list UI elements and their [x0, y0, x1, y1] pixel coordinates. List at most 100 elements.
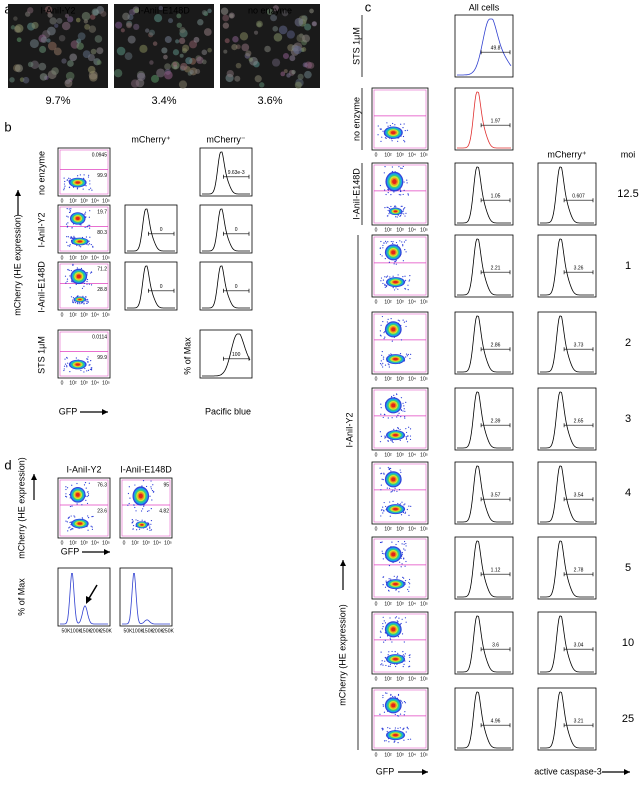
dot	[404, 549, 406, 551]
dot	[73, 237, 75, 239]
dot	[68, 177, 70, 179]
dot	[72, 301, 74, 303]
dot	[404, 617, 407, 619]
dot	[87, 358, 89, 360]
dot	[384, 276, 386, 278]
dot	[390, 353, 392, 355]
dot	[397, 319, 399, 321]
dot	[401, 205, 403, 207]
gate-value: 3.26	[574, 266, 584, 272]
axis-tick: 10²	[69, 380, 77, 386]
dot	[385, 242, 387, 244]
dot	[393, 191, 395, 193]
dot	[391, 340, 393, 342]
density-blob	[393, 210, 398, 213]
dot	[390, 240, 392, 243]
column-header: mCherry⁻	[206, 134, 246, 144]
dot	[65, 282, 67, 284]
dot	[66, 215, 68, 217]
dot	[397, 274, 399, 276]
cell	[96, 47, 104, 55]
cell	[286, 30, 295, 39]
dot	[394, 487, 396, 489]
dot	[384, 189, 386, 191]
dot	[390, 491, 392, 493]
axis-tick: 0	[61, 312, 64, 318]
dot	[401, 241, 403, 243]
histogram	[537, 234, 597, 298]
dot	[67, 245, 69, 247]
dot	[383, 711, 386, 713]
dot	[381, 550, 383, 552]
dot	[76, 503, 78, 505]
dot	[149, 527, 151, 529]
cell	[176, 13, 182, 19]
cell	[189, 40, 198, 49]
histogram	[454, 536, 514, 600]
dot	[407, 588, 409, 591]
row-label: STS 1μM	[36, 336, 46, 374]
cell	[40, 36, 48, 43]
dot	[392, 241, 394, 243]
dot	[403, 181, 405, 183]
dot	[146, 510, 149, 512]
histogram	[537, 162, 597, 226]
dot	[68, 527, 70, 529]
dot	[382, 362, 384, 365]
dot	[399, 727, 401, 729]
gate-value: 80.3	[97, 230, 107, 236]
image-caption: I-AniI-Y2	[40, 5, 75, 15]
dot	[382, 247, 384, 249]
dot	[84, 213, 86, 215]
dot	[128, 486, 130, 488]
dot	[393, 394, 395, 396]
cell	[113, 69, 123, 78]
dot	[386, 692, 388, 694]
dot	[397, 288, 399, 290]
gate	[373, 313, 427, 373]
cell	[56, 17, 63, 24]
dot	[88, 482, 90, 484]
dot	[85, 499, 87, 501]
dot	[90, 360, 92, 362]
cell	[75, 17, 81, 23]
dot	[381, 255, 383, 257]
density-blob	[75, 492, 80, 497]
dot	[391, 439, 393, 441]
histogram-curve	[202, 265, 250, 309]
dot	[408, 660, 411, 662]
dot	[386, 730, 388, 733]
histogram	[454, 611, 514, 675]
dot	[383, 740, 386, 742]
cell	[115, 21, 123, 29]
cell	[180, 62, 188, 71]
dot	[88, 189, 90, 191]
dot	[406, 508, 408, 511]
dot	[407, 193, 409, 195]
dot	[402, 511, 405, 514]
histogram	[454, 387, 514, 451]
dot	[382, 416, 384, 419]
dot	[66, 365, 68, 367]
cell	[164, 36, 172, 44]
dot	[83, 371, 85, 373]
column-header: mCherry⁺	[547, 149, 587, 159]
axis-title: GFP	[376, 766, 395, 776]
moi-value: 1	[625, 260, 631, 272]
dot	[76, 244, 78, 247]
gate	[373, 538, 427, 598]
dot	[86, 302, 88, 304]
dot	[402, 651, 404, 653]
dot	[72, 299, 74, 301]
dot	[384, 639, 386, 641]
dot	[387, 188, 389, 190]
cell	[301, 47, 307, 52]
histogram	[537, 687, 597, 751]
dot	[67, 362, 69, 364]
dot	[385, 276, 388, 278]
dot	[386, 321, 388, 323]
dot	[404, 279, 407, 281]
dot	[402, 193, 404, 196]
dot	[379, 330, 381, 332]
dot	[404, 511, 407, 513]
